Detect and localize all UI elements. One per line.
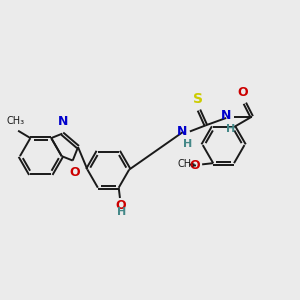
- Text: N: N: [58, 115, 68, 128]
- Text: O: O: [189, 159, 200, 172]
- Text: H: H: [117, 207, 126, 217]
- Text: H: H: [183, 139, 192, 149]
- Text: CH₃: CH₃: [7, 116, 25, 126]
- Text: H: H: [226, 124, 236, 134]
- Text: S: S: [193, 92, 203, 106]
- Text: O: O: [69, 166, 80, 179]
- Text: O: O: [238, 86, 248, 99]
- Text: O: O: [116, 199, 127, 212]
- Text: N: N: [177, 125, 188, 138]
- Text: N: N: [221, 110, 231, 122]
- Text: CH₃: CH₃: [177, 159, 195, 170]
